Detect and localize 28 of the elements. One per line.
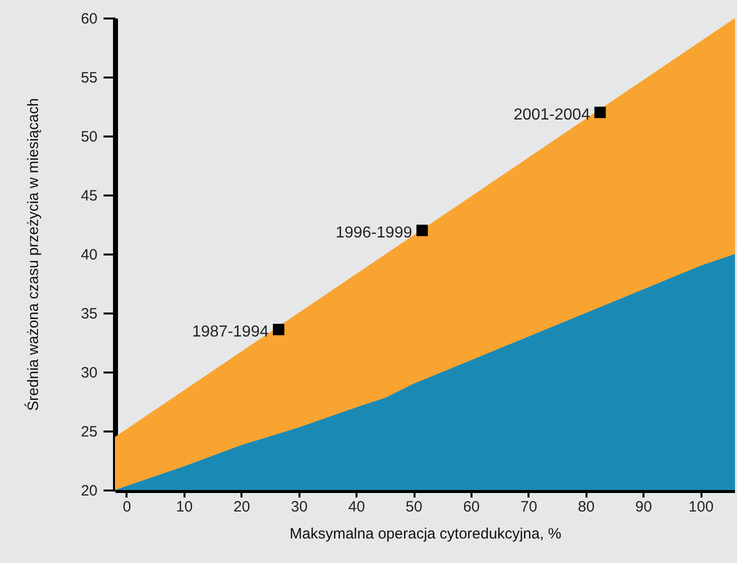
- x-tick-label: 50: [406, 498, 422, 516]
- y-tick-label: 60: [80, 10, 98, 28]
- x-tick-label: 10: [176, 498, 193, 516]
- x-tick-label: 80: [578, 498, 595, 516]
- point: [594, 106, 606, 118]
- annotation: 1996-1999: [336, 224, 412, 242]
- y-tick-label: 35: [80, 306, 98, 322]
- annotation: 2001-2004: [514, 106, 590, 124]
- y-tick-label: 30: [80, 364, 98, 382]
- x-tick-label: 40: [348, 498, 365, 516]
- x-axis-title: Maksymalna operacja cytoredukcyjna, %: [290, 526, 562, 542]
- x-tick-label: 90: [635, 498, 652, 516]
- x-tick-label: 20: [233, 498, 250, 516]
- x-tick-label: 0: [122, 498, 132, 516]
- y-axis-title: Średnia ważona czasu przeżycia w miesiącach: [24, 98, 42, 411]
- point: [272, 324, 284, 336]
- y-tick-label: 40: [80, 246, 98, 264]
- y-tick-label: 55: [80, 70, 98, 86]
- y-tick-label: 25: [80, 424, 98, 440]
- y-tick-label: 20: [80, 482, 98, 500]
- x-tick-label: 100: [688, 498, 714, 516]
- x-tick-label: 70: [520, 498, 538, 516]
- point: [416, 224, 428, 236]
- y-tick-label: 50: [80, 128, 98, 146]
- annotation: 1987-1994: [192, 324, 269, 341]
- y-tick-label: 45: [80, 188, 98, 204]
- x-tick-label: 60: [463, 498, 480, 516]
- x-tick-label: 30: [290, 498, 308, 516]
